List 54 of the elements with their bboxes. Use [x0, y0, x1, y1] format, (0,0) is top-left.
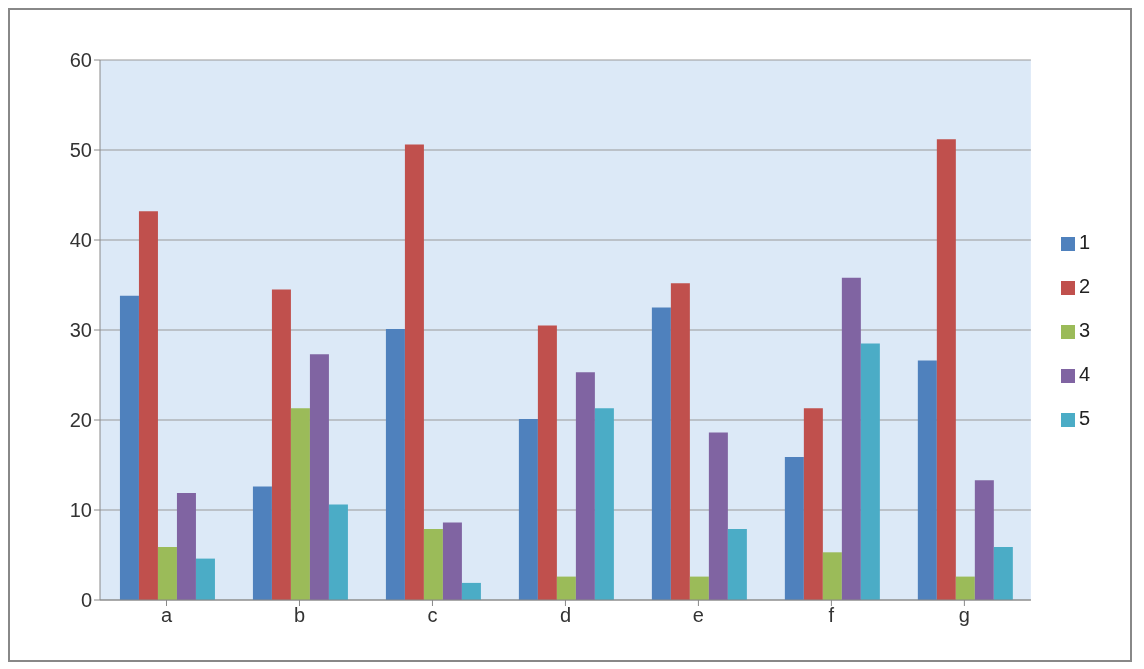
bar — [442, 522, 462, 600]
bar — [157, 546, 177, 600]
bar — [651, 307, 671, 600]
bar — [822, 552, 842, 600]
bar — [195, 558, 215, 600]
bar — [917, 360, 937, 600]
y-tick-label: 30 — [69, 319, 92, 342]
bar — [138, 211, 158, 600]
x-tick-label: a — [160, 604, 173, 627]
bar — [974, 480, 994, 600]
legend-label: 2 — [1078, 275, 1090, 297]
bar — [404, 144, 424, 600]
x-tick-label: e — [692, 604, 704, 627]
bar — [689, 576, 709, 600]
bar — [385, 329, 405, 600]
legend-label: 5 — [1078, 407, 1090, 429]
bar — [841, 277, 861, 600]
legend-label: 1 — [1078, 231, 1090, 253]
bar — [518, 419, 538, 600]
bar — [119, 295, 139, 600]
bar — [860, 343, 880, 600]
x-tick-label: f — [828, 604, 835, 627]
x-tick-label: c — [427, 604, 438, 627]
bar — [556, 576, 576, 600]
bar — [594, 408, 614, 600]
y-tick-label: 40 — [69, 229, 92, 252]
x-tick-label: b — [293, 604, 306, 627]
y-tick-label: 20 — [69, 409, 92, 432]
y-tick-label: 60 — [69, 49, 92, 72]
y-tick-label: 0 — [80, 589, 92, 612]
bar — [936, 139, 956, 600]
bar — [575, 372, 595, 600]
x-tick-label: g — [958, 604, 970, 627]
bar — [993, 546, 1013, 600]
bar — [708, 432, 728, 600]
bar — [670, 283, 690, 600]
bar — [461, 582, 481, 600]
bar — [176, 492, 196, 600]
legend-label: 4 — [1078, 363, 1090, 385]
bar — [955, 576, 975, 600]
bar — [537, 325, 557, 600]
bar — [803, 408, 823, 600]
y-tick-label: 50 — [69, 139, 92, 162]
bar — [328, 504, 348, 600]
legend-label: 3 — [1078, 319, 1090, 341]
y-tick-label: 10 — [69, 499, 92, 522]
bar — [784, 456, 804, 600]
bar — [309, 354, 329, 600]
bar — [727, 528, 747, 600]
bar — [290, 408, 310, 600]
x-tick-label: d — [559, 604, 571, 627]
bar — [423, 528, 443, 600]
bar — [271, 289, 291, 600]
bar — [252, 486, 272, 600]
